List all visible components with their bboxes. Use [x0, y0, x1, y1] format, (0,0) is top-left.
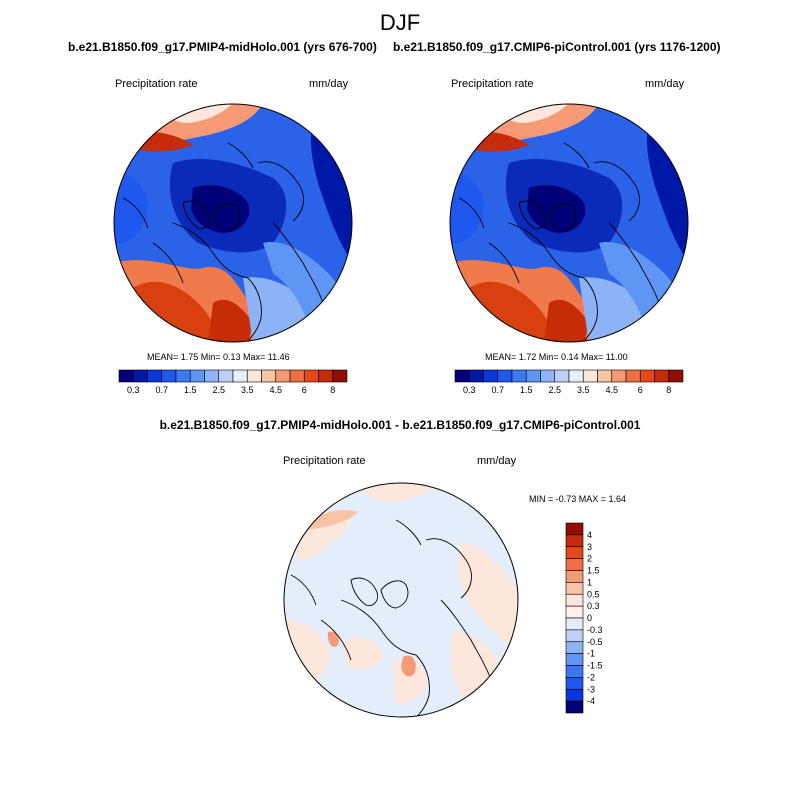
panel-a-map [113, 103, 353, 343]
panel-a-colorbar-segment [175, 369, 191, 383]
panel-b-colorbar-segment [454, 369, 470, 383]
panel-a-colorbar-segment [246, 369, 262, 383]
panel-a-colorbar-segment [218, 369, 234, 383]
difference-colorbar-tick-label: 1.5 [587, 566, 600, 576]
difference-colorbar-tick-label: -1.5 [587, 661, 603, 671]
difference-colorbar-tick-label: 4 [587, 530, 592, 540]
panel-a-title: b.e21.B1850.f09_g17.PMIP4-midHolo.001 (y… [68, 40, 377, 54]
difference-colorbar-segment [565, 700, 584, 714]
difference-colorbar: 4 3 2 1.51 0.5 0.3 0 -0.3 -0.5 -1 -1.5-2 -3 -4 [565, 522, 603, 714]
difference-units-label: mm/day [477, 455, 517, 467]
panel-b-colorbar-tick-label: 0.7 [491, 385, 504, 395]
panel-a-colorbar-segment [161, 369, 177, 383]
panel-b-colorbar-segment [611, 369, 627, 383]
difference-colorbar-segment [565, 570, 584, 583]
panel-a-variable-label: Precipitation rate [115, 78, 198, 90]
difference-colorbar-tick-label: -0.5 [587, 637, 603, 647]
panel-b-colorbar-segment [468, 369, 484, 383]
difference-map [283, 482, 519, 718]
panel-a-colorbar-segment [289, 369, 305, 383]
difference-colorbar-tick-label: -1 [587, 649, 595, 659]
panel-a-colorbar-tick-label: 1.5 [184, 385, 197, 395]
panel-b-colorbar-segment [597, 369, 613, 383]
difference-colorbar-segment [565, 688, 584, 702]
panel-a-colorbar-tick-label: 3.5 [241, 385, 254, 395]
panel-b-colorbar-tick-label: 2.5 [548, 385, 561, 395]
difference-colorbar-segment [565, 629, 584, 643]
panel-b-colorbar-segment [497, 369, 513, 383]
panel-b-colorbar-segment [483, 369, 499, 383]
panel-a-colorbar-segment [232, 369, 248, 383]
panel-b-colorbar: 0.3 0.7 1.5 2.5 3.5 4.5 6 8 [454, 369, 684, 395]
difference-colorbar-tick-label: 1 [587, 577, 592, 587]
panel-b-colorbar-tick-label: 4.5 [605, 385, 618, 395]
difference-colorbar-segment [565, 665, 584, 678]
main-title: DJF [379, 10, 421, 35]
panel-b-colorbar-segment [582, 369, 598, 383]
difference-colorbar-tick-label: -4 [587, 696, 595, 706]
difference-colorbar-segment [565, 605, 584, 619]
difference-colorbar-segment [565, 558, 584, 571]
panel-b-colorbar-segment [639, 369, 655, 383]
difference-variable-label: Precipitation rate [283, 455, 366, 467]
panel-b-variable-label: Precipitation rate [451, 78, 534, 90]
panel-b-colorbar-segment [511, 369, 527, 383]
panel-b-colorbar-segment [554, 369, 570, 383]
difference-colorbar-segment [565, 617, 584, 631]
panel-a-colorbar-segment [132, 369, 148, 383]
panel-b-units-label: mm/day [645, 78, 685, 90]
difference-colorbar-segment [565, 534, 584, 548]
difference-colorbar-tick-label: -3 [587, 684, 595, 694]
panel-b-colorbar-segment [540, 369, 556, 383]
panel-b-colorbar-tick-label: 8 [666, 385, 671, 395]
panel-b-title: b.e21.B1850.f09_g17.CMIP6-piControl.001 … [393, 40, 721, 54]
panel-a-stats: MEAN= 1.75 Min= 0.13 Max= 11.46 [147, 352, 290, 362]
difference-colorbar-segment [565, 641, 584, 654]
panel-a-colorbar-tick-label: 0.7 [155, 385, 168, 395]
panel-b-colorbar-segment [525, 369, 541, 383]
panel-a-colorbar-tick-label: 8 [330, 385, 335, 395]
panel-b-colorbar-segment [625, 369, 641, 383]
difference-stats: MIN = -0.73 MAX = 1.64 [529, 494, 627, 504]
difference-colorbar-segment [565, 546, 584, 559]
panel-b-colorbar-tick-label: 0.3 [463, 385, 476, 395]
panel-b-colorbar-segment [668, 369, 684, 383]
difference-colorbar-tick-label: -0.3 [587, 625, 603, 635]
panel-a-colorbar-segment [318, 369, 334, 383]
difference-colorbar-tick-label: 2 [587, 554, 592, 564]
difference-colorbar-tick-label: 0.5 [587, 589, 600, 599]
difference-colorbar-segment [565, 593, 584, 607]
panel-a-colorbar-segment [189, 369, 205, 383]
panel-a-colorbar-tick-label: 6 [302, 385, 307, 395]
difference-colorbar-segment [565, 653, 584, 666]
panel-a-colorbar-segment [332, 369, 348, 383]
difference-colorbar-tick-label: -2 [587, 672, 595, 682]
panel-a-colorbar-segment [147, 369, 163, 383]
difference-colorbar-segment [565, 522, 584, 536]
panel-a-colorbar: 0.3 0.7 1.5 2.5 3.5 4.5 6 8 [118, 369, 348, 395]
panel-b-colorbar-tick-label: 3.5 [577, 385, 590, 395]
difference-colorbar-tick-label: 0 [587, 613, 592, 623]
panel-b-colorbar-tick-label: 1.5 [520, 385, 533, 395]
panel-a-colorbar-tick-label: 4.5 [269, 385, 282, 395]
panel-a-colorbar-segment [118, 369, 134, 383]
panel-b-colorbar-segment [654, 369, 670, 383]
panel-b-map [449, 103, 689, 343]
difference-colorbar-tick-label: 0.3 [587, 601, 600, 611]
difference-title: b.e21.B1850.f09_g17.PMIP4-midHolo.001 - … [159, 418, 641, 432]
panel-a-colorbar-tick-label: 0.3 [127, 385, 140, 395]
panel-b-colorbar-tick-label: 6 [638, 385, 643, 395]
panel-a-colorbar-segment [303, 369, 319, 383]
panel-a-units-label: mm/day [309, 78, 349, 90]
panel-a-colorbar-segment [204, 369, 220, 383]
difference-colorbar-tick-label: 3 [587, 542, 592, 552]
panel-a-colorbar-segment [261, 369, 277, 383]
panel-a-colorbar-tick-label: 2.5 [212, 385, 225, 395]
panel-b-colorbar-segment [568, 369, 584, 383]
difference-colorbar-segment [565, 677, 584, 690]
difference-colorbar-segment [565, 582, 584, 595]
panel-b-stats: MEAN= 1.72 Min= 0.14 Max= 11.00 [485, 352, 628, 362]
panel-a-colorbar-segment [275, 369, 291, 383]
